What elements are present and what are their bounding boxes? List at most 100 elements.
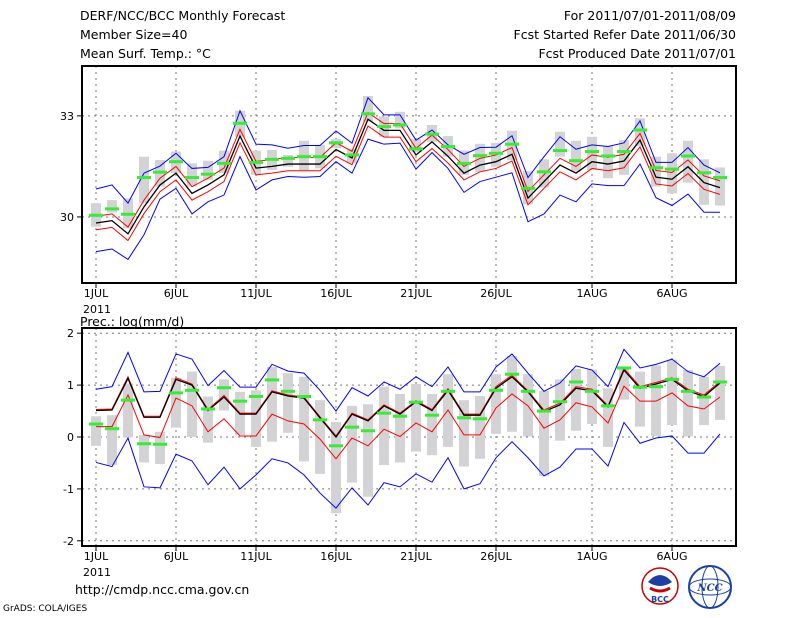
x-tick-label: 11JUL: [240, 550, 272, 563]
series-line-max: [95, 96, 721, 205]
spread-box: [603, 388, 613, 447]
obs-mark: [121, 212, 135, 216]
obs-mark: [505, 372, 519, 376]
spread-box: [411, 139, 421, 153]
spread-box: [139, 434, 149, 463]
spread-box: [539, 390, 549, 476]
spread-box: [347, 405, 357, 483]
x-tick-label: 6JUL: [164, 287, 189, 300]
spread-box: [683, 140, 693, 183]
spread-box: [267, 366, 277, 442]
obs-mark: [585, 389, 599, 393]
series-line-mean: [95, 368, 721, 439]
chart-0: 33 30 1JUL 6JUL 11JUL 16JUL 21JUL 26JUL 1AUG 6AUG…: [60, 65, 737, 316]
spread-box: [715, 167, 725, 206]
spread-box: [315, 400, 325, 474]
obs-mark: [377, 411, 391, 415]
spread-box: [219, 150, 229, 174]
spread-box: [587, 369, 597, 425]
source-url[interactable]: http://cmdp.ncc.cma.gov.cn: [75, 582, 250, 597]
spread-box: [667, 153, 677, 194]
spread-box: [187, 163, 197, 187]
variable-label-temp: Mean Surf. Temp.: °C: [80, 46, 211, 61]
obs-mark: [329, 141, 343, 145]
x-tick-label: 21JUL: [400, 287, 432, 300]
spread-box: [651, 156, 661, 187]
spread-box: [427, 393, 437, 456]
obs-mark: [297, 395, 311, 399]
series-line-mean: [95, 118, 721, 235]
obs-mark: [537, 170, 551, 174]
obs-mark: [249, 160, 263, 164]
obs-mark: [249, 395, 263, 399]
obs-mark: [313, 418, 327, 422]
obs-mark: [505, 142, 519, 146]
y-tick-label: 30: [60, 211, 74, 224]
spread-box: [395, 111, 405, 129]
x-tick-label: 11JUL: [240, 287, 272, 300]
obs-mark: [633, 385, 647, 389]
spread-box: [171, 377, 181, 428]
obs-mark: [617, 150, 631, 154]
spread-box: [619, 140, 629, 175]
y-tick-label: 1: [67, 379, 74, 392]
x-tick-label: 6AUG: [656, 287, 687, 300]
obs-mark: [393, 123, 407, 127]
spread-box: [635, 371, 645, 427]
obs-mark: [153, 442, 167, 446]
spread-box: [395, 393, 405, 463]
obs-mark: [265, 157, 279, 161]
obs-mark: [601, 154, 615, 158]
x-tick-label: 1JUL: [84, 550, 109, 563]
x-tick-label: 16JUL: [320, 550, 352, 563]
obs-mark: [409, 400, 423, 404]
obs-mark: [489, 388, 503, 392]
obs-mark: [89, 213, 103, 217]
obs-mark: [201, 172, 215, 176]
spread-box: [107, 415, 117, 466]
obs-mark: [105, 427, 119, 431]
x-year-label: 2011: [83, 303, 111, 316]
spread-box: [187, 371, 197, 437]
obs-mark: [649, 166, 663, 170]
y-tick-label: 2: [67, 327, 74, 340]
spread-box: [123, 383, 133, 438]
obs-mark: [105, 207, 119, 211]
obs-mark: [377, 125, 391, 129]
spread-box: [603, 145, 613, 179]
spread-box: [203, 160, 213, 180]
obs-mark: [665, 167, 679, 171]
obs-mark: [633, 128, 647, 132]
obs-mark: [681, 154, 695, 158]
obs-mark: [569, 380, 583, 384]
x-tick-label: 21JUL: [400, 550, 432, 563]
obs-mark: [521, 186, 535, 190]
started-date: Fcst Started Refer Date 2011/06/30: [513, 27, 737, 42]
spread-box: [555, 379, 565, 441]
obs-mark: [233, 399, 247, 403]
obs-mark: [185, 176, 199, 180]
obs-mark: [265, 378, 279, 382]
obs-mark: [201, 407, 215, 411]
obs-mark: [153, 170, 167, 174]
obs-mark: [681, 389, 695, 393]
spread-box: [699, 376, 709, 426]
obs-mark: [713, 176, 727, 180]
obs-mark: [121, 398, 135, 402]
obs-mark: [345, 153, 359, 157]
spread-box: [251, 390, 261, 447]
member-size: Member Size=40: [80, 27, 188, 42]
spread-box: [587, 136, 597, 171]
obs-mark: [665, 377, 679, 381]
obs-mark: [473, 417, 487, 421]
spread-box: [619, 366, 629, 400]
produced-date: Fcst Produced Date 2011/07/01: [538, 46, 736, 61]
obs-mark: [313, 155, 327, 159]
obs-mark: [585, 150, 599, 154]
obs-mark: [169, 391, 183, 395]
obs-mark: [649, 385, 663, 389]
obs-mark: [217, 161, 231, 165]
obs-mark: [617, 366, 631, 370]
